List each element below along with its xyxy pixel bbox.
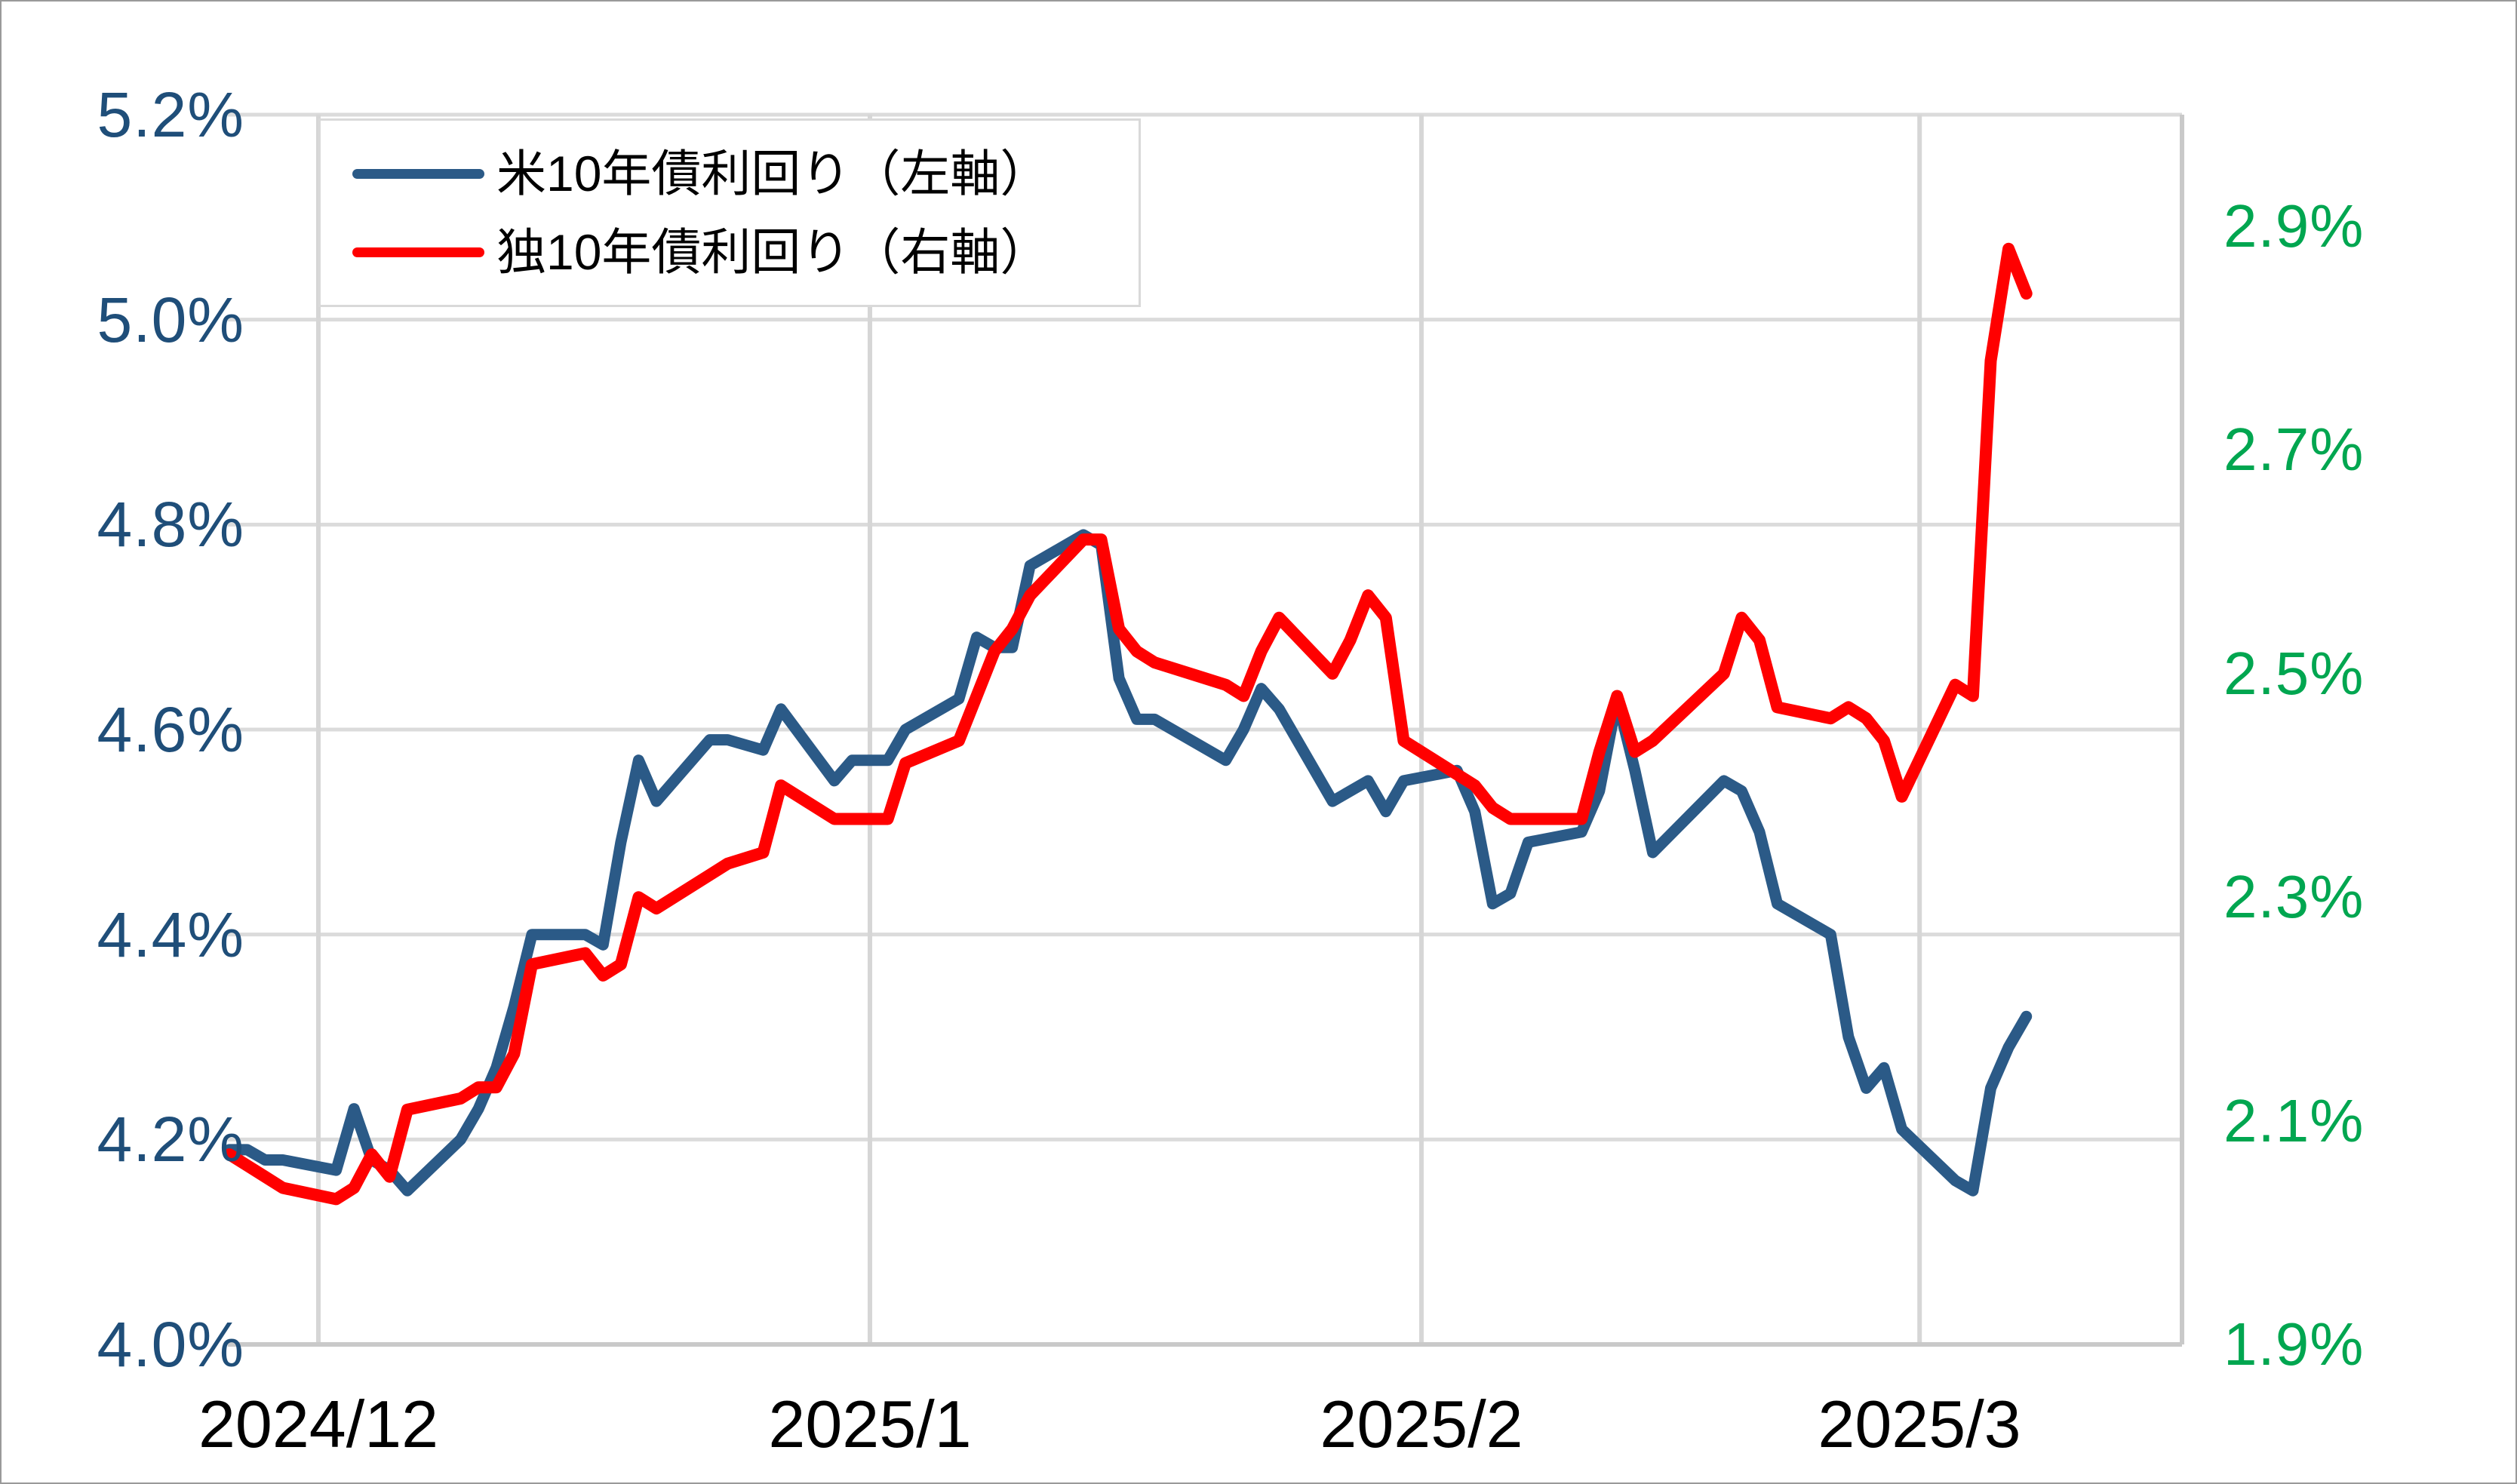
x-axis-tick: 2025/2 <box>1320 1387 1523 1461</box>
left-axis-tick: 4.2% <box>97 1104 244 1175</box>
right-axis-tick: 2.9% <box>2224 192 2365 260</box>
legend-label: 独10年債利回り（右軸） <box>496 224 1050 280</box>
left-axis-tick: 4.0% <box>97 1309 244 1380</box>
de10y-line-swatch <box>352 247 484 257</box>
us-10y-yield-line <box>223 529 2033 1197</box>
left-axis-tick: 4.4% <box>97 899 244 970</box>
legend-label: 米10年債利回り（左軸） <box>496 146 1050 201</box>
left-axis-tick: 4.6% <box>97 694 244 765</box>
right-axis-tick: 2.5% <box>2224 640 2365 707</box>
us10y-line-swatch <box>352 168 484 179</box>
legend-item-de10y: 独10年債利回り（右軸） <box>352 226 1139 278</box>
left-axis-tick: 4.8% <box>97 489 244 560</box>
right-axis-tick: 2.3% <box>2224 863 2365 930</box>
de-10y-yield-line <box>223 242 2033 1206</box>
legend-item-us10y: 米10年債利回り（左軸） <box>352 147 1139 200</box>
x-axis-tick: 2025/3 <box>1818 1387 2021 1461</box>
legend: 米10年債利回り（左軸） 独10年債利回り（右軸） <box>318 118 1141 307</box>
left-axis-tick: 5.0% <box>97 284 244 355</box>
left-axis-tick: 5.2% <box>97 79 244 150</box>
right-axis-tick: 2.1% <box>2224 1087 2365 1154</box>
x-axis-tick: 2025/1 <box>768 1387 972 1461</box>
right-axis-tick: 2.7% <box>2224 416 2365 483</box>
x-axis-tick: 2024/12 <box>198 1387 439 1461</box>
right-axis-tick: 1.9% <box>2224 1310 2365 1378</box>
